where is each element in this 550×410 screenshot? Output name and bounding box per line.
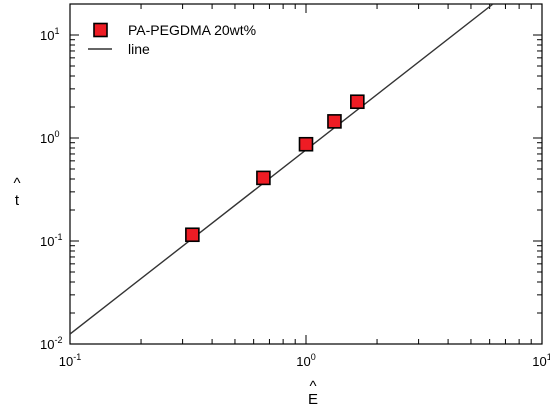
y-tick-label-base: 10 — [40, 131, 54, 146]
x-tick-label-base: 10 — [296, 354, 310, 369]
x-tick-label: 10-1 — [59, 352, 81, 369]
y-tick-label: 100 — [40, 129, 59, 146]
legend-label: PA-PEGDMA 20wt% — [128, 22, 256, 38]
x-tick-label: 101 — [532, 352, 550, 369]
x-axis-label: E — [308, 391, 318, 408]
y-tick-label-base: 10 — [40, 337, 54, 352]
data-point — [298, 136, 314, 152]
y-tick-label-exponent: -1 — [54, 232, 62, 242]
y-tick-label: 10-1 — [40, 232, 62, 249]
legend: PA-PEGDMA 20wt% line — [88, 22, 256, 57]
data-point — [350, 94, 365, 110]
y-tick-label-exponent: 1 — [54, 26, 59, 36]
x-tick-label-exponent: -1 — [73, 352, 81, 362]
y-tick-label-base: 10 — [40, 234, 54, 249]
data-point — [185, 227, 200, 243]
y-tick-label-exponent: 0 — [54, 129, 59, 139]
y-tick-label-base: 10 — [40, 28, 54, 43]
x-tick-label-base: 10 — [59, 354, 73, 369]
legend-label: line — [128, 41, 150, 57]
legend-marker-square — [93, 22, 108, 38]
y-tick-label: 101 — [40, 26, 59, 43]
y-axis-label: t — [15, 192, 20, 209]
data-point — [327, 114, 342, 129]
y-tick-label: 10-2 — [40, 335, 62, 352]
x-tick-label-exponent: 0 — [311, 352, 316, 362]
plot-series — [70, 4, 494, 335]
fit-line — [70, 4, 494, 335]
data-point — [256, 170, 271, 186]
x-tick-label-base: 10 — [532, 354, 546, 369]
x-tick-label: 100 — [296, 352, 315, 369]
x-tick-label-exponent: 1 — [547, 352, 550, 362]
y-tick-label-exponent: -2 — [54, 335, 62, 345]
x-axis-label-hat: ^ — [309, 378, 316, 395]
y-axis-label-hat: ^ — [13, 175, 20, 192]
